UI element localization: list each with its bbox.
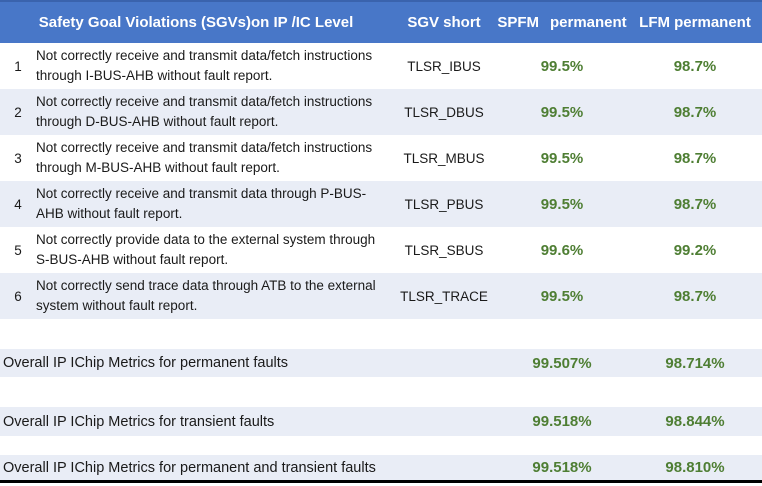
table-row-4: 4 Not correctly receive and transmit dat… (0, 181, 762, 227)
summary-lfm-value: 98.810% (665, 459, 725, 476)
header-sgv-short: SGV short (407, 14, 481, 31)
summary-label: Overall IP IChip Metrics for transient f… (3, 413, 275, 430)
table-header-row: Safety Goal Violations (SGVs)on IP /IC L… (0, 0, 762, 43)
row-spfm-value: 99.6% (540, 241, 584, 259)
bottom-rule (0, 480, 762, 483)
row-description: Not correctly receive and transmit data/… (36, 47, 373, 83)
row-sgv-short: TLSR_IBUS (407, 58, 481, 74)
row-lfm-value: 99.2% (673, 241, 717, 259)
spacer (0, 319, 762, 349)
spacer (0, 436, 762, 455)
row-description: Not correctly receive and transmit data/… (36, 93, 373, 129)
row-spfm-value: 99.5% (540, 287, 584, 305)
row-sgv-short: TLSR_TRACE (400, 288, 488, 304)
row-lfm-value: 98.7% (673, 57, 717, 75)
row-description: Not correctly receive and transmit data/… (36, 139, 373, 175)
row-description: Not correctly send trace data through AT… (36, 277, 376, 313)
summary-label: Overall IP IChip Metrics for permanent f… (3, 355, 289, 371)
summary-lfm-value: 98.844% (665, 413, 725, 430)
header-spfm-word1: SPFM (497, 14, 539, 31)
row-sgv-short: TLSR_PBUS (404, 196, 484, 212)
summary-row-permanent: Overall IP IChip Metrics for permanent f… (0, 349, 762, 377)
table-row-3: 3 Not correctly receive and transmit dat… (0, 135, 762, 181)
row-lfm-value: 98.7% (673, 103, 717, 121)
row-sgv-short: TLSR_SBUS (404, 242, 484, 258)
summary-label: Overall IP IChip Metrics for permanent a… (3, 459, 376, 476)
summary-lfm-value: 98.714% (665, 354, 725, 372)
row-spfm-value: 99.5% (540, 149, 584, 167)
row-description: Not correctly provide data to the extern… (36, 231, 376, 267)
summary-row-permanent-and-transient: Overall IP IChip Metrics for permanent a… (0, 455, 762, 480)
summary-spfm-value: 99.507% (532, 354, 592, 372)
header-spfm-word2: permanent (549, 14, 627, 31)
row-spfm-value: 99.5% (540, 103, 584, 121)
row-sgv-short: TLSR_MBUS (403, 150, 485, 166)
summary-spfm-value: 99.518% (532, 459, 592, 476)
header-lfm-permanent: LFM permanent (639, 14, 751, 31)
header-title: Safety Goal Violations (SGVs)on IP /IC L… (38, 14, 354, 31)
row-number: 5 (14, 242, 22, 258)
spacer (0, 377, 762, 407)
row-number: 3 (14, 150, 22, 166)
table-row-2: 2 Not correctly receive and transmit dat… (0, 89, 762, 135)
row-number: 1 (14, 58, 22, 74)
table-row-1: 1 Not correctly receive and transmit dat… (0, 43, 762, 89)
summary-row-transient: Overall IP IChip Metrics for transient f… (0, 407, 762, 436)
row-spfm-value: 99.5% (540, 57, 584, 75)
row-number: 2 (14, 104, 22, 120)
summary-spfm-value: 99.518% (532, 413, 592, 430)
table-row-5: 5 Not correctly provide data to the exte… (0, 227, 762, 273)
row-number: 6 (14, 288, 22, 304)
row-description: Not correctly receive and transmit data … (36, 185, 367, 221)
row-number: 4 (14, 196, 22, 212)
row-lfm-value: 98.7% (673, 149, 717, 167)
row-lfm-value: 98.7% (673, 287, 717, 305)
table-row-6: 6 Not correctly send trace data through … (0, 273, 762, 319)
header-spfm-permanent: SPFM permanent (496, 14, 628, 31)
row-spfm-value: 99.5% (540, 195, 584, 213)
row-lfm-value: 98.7% (673, 195, 717, 213)
row-sgv-short: TLSR_DBUS (404, 104, 484, 120)
